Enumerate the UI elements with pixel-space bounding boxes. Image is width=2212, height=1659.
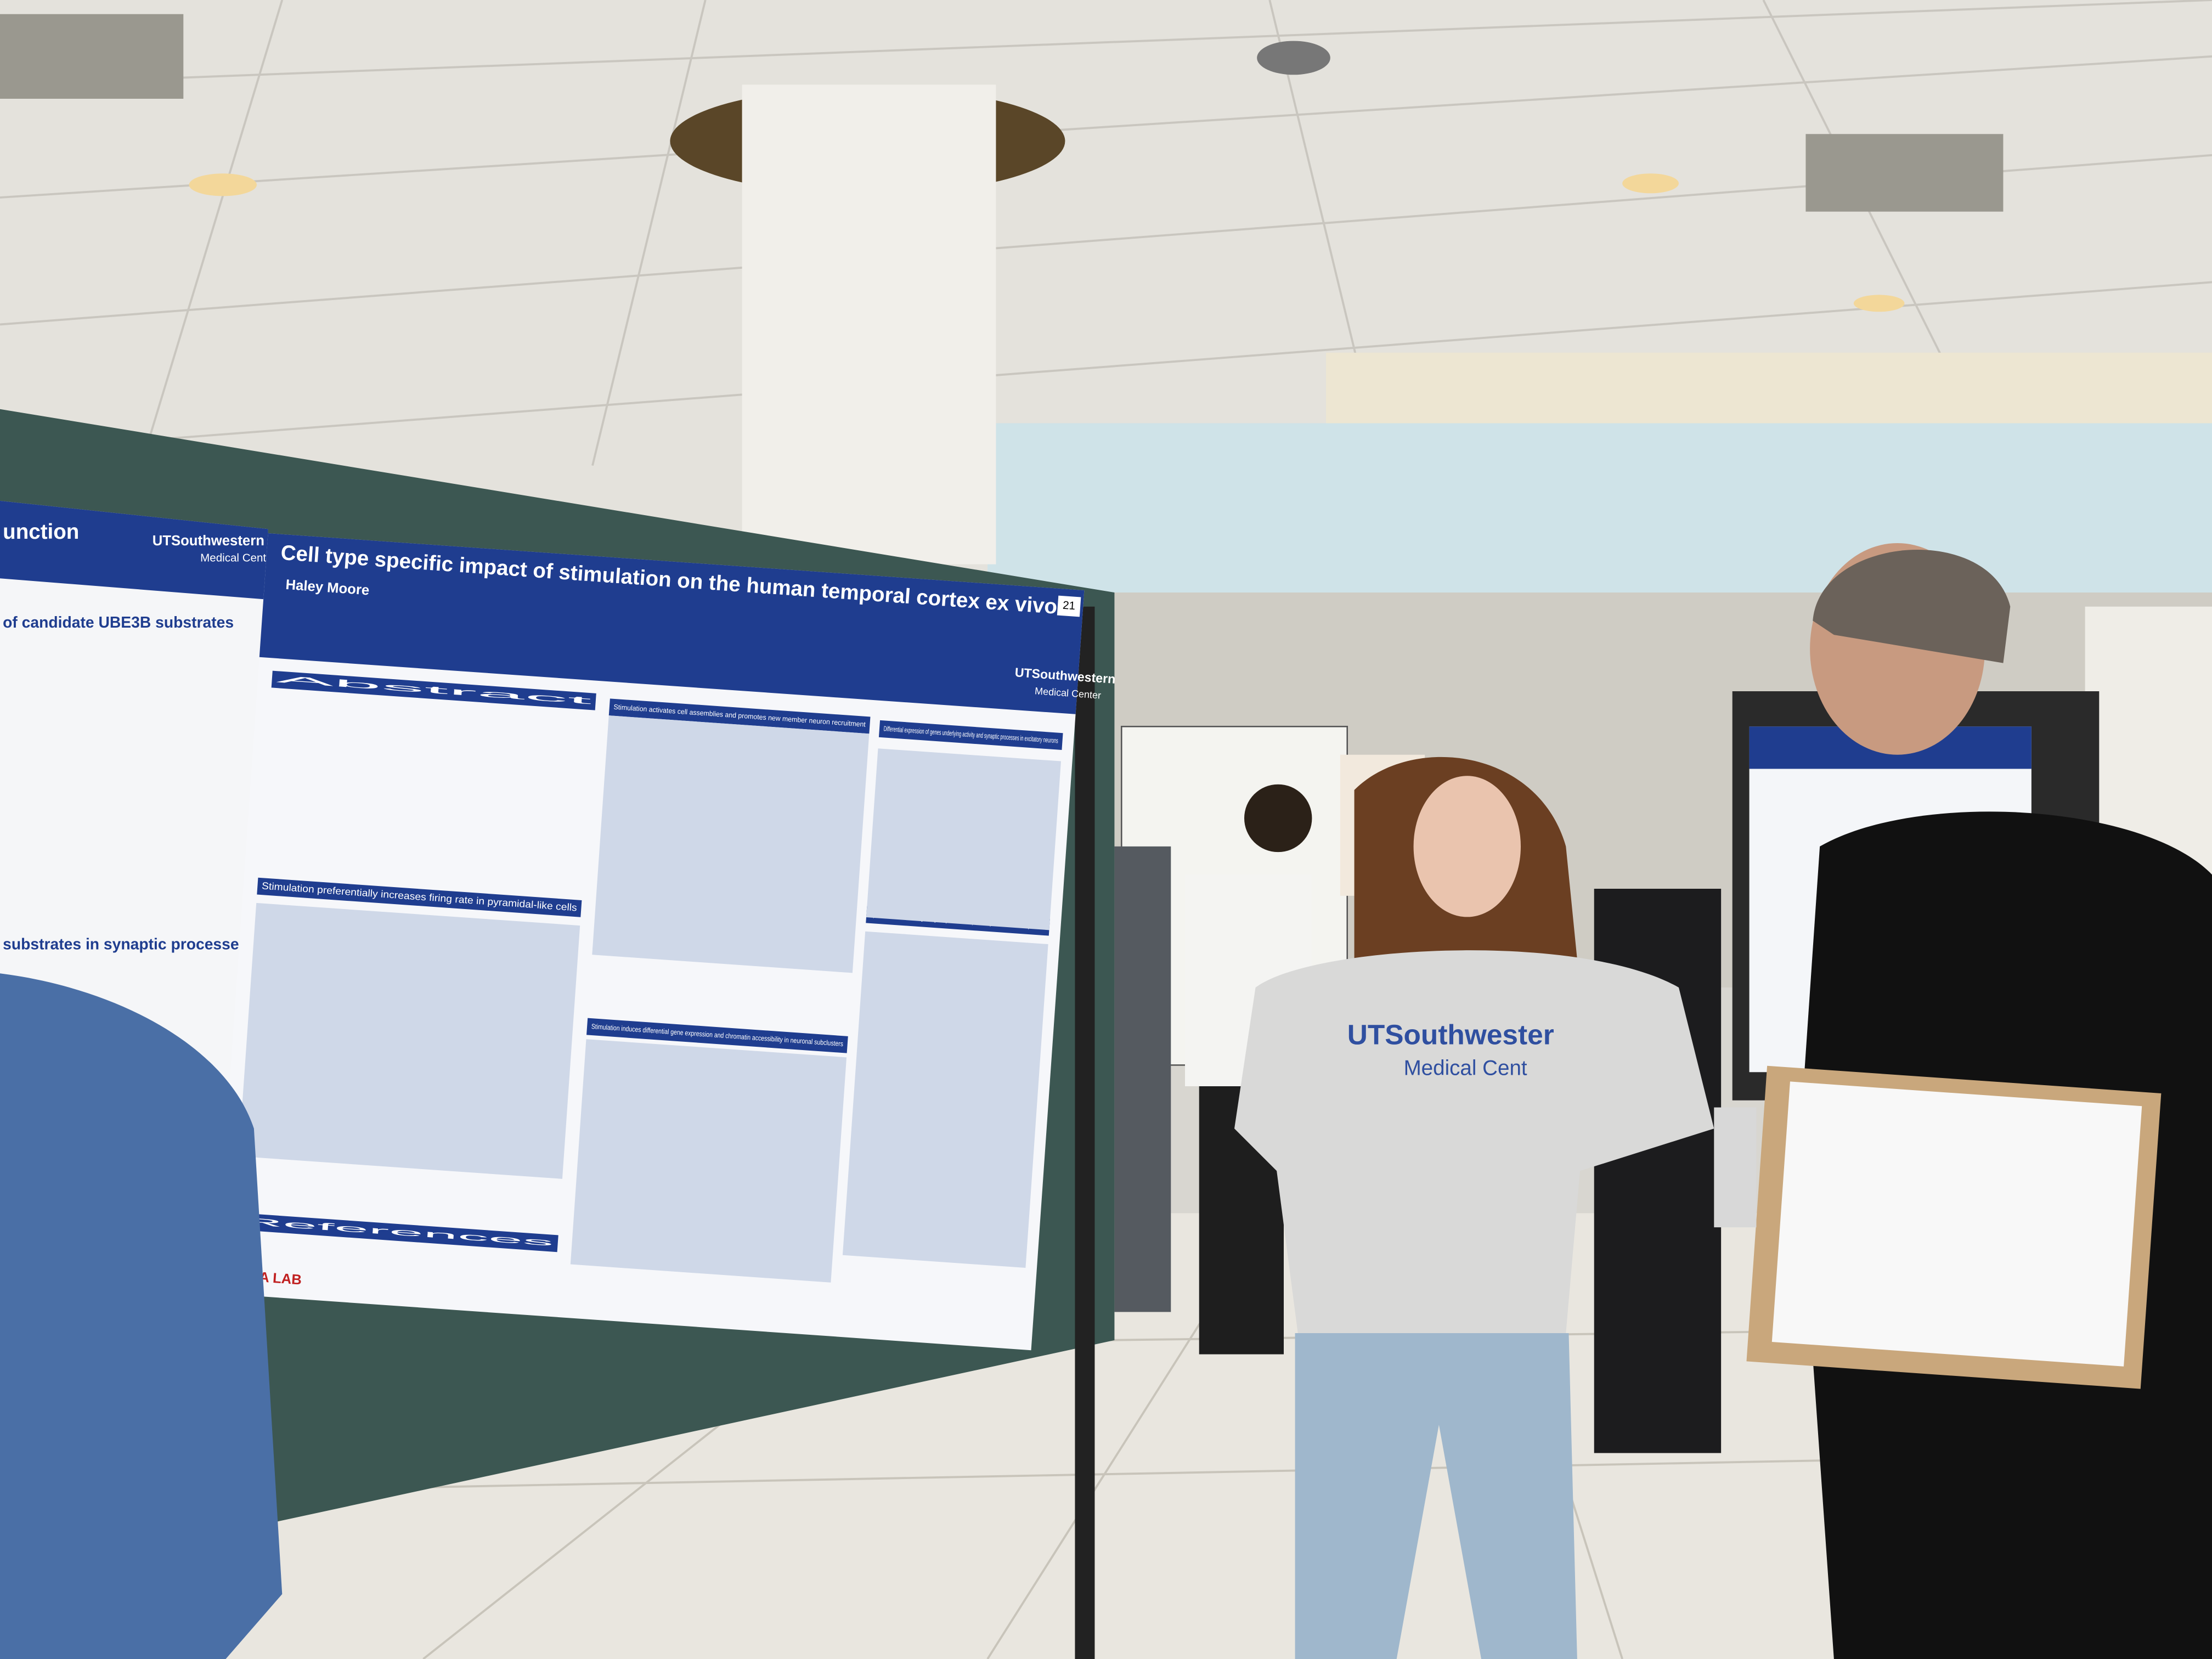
ceiling-light bbox=[1257, 41, 1330, 75]
poster-number: 21 bbox=[1062, 599, 1075, 613]
sweatshirt-logo: UTSouthwester bbox=[1347, 1019, 1554, 1051]
vent bbox=[1805, 134, 2004, 212]
ceiling-light bbox=[1853, 295, 1905, 312]
pillar bbox=[742, 84, 996, 565]
section-header bbox=[608, 698, 871, 734]
paper bbox=[1771, 1081, 2142, 1367]
left-poster-header bbox=[0, 500, 268, 600]
section-header bbox=[233, 1212, 558, 1252]
face bbox=[1413, 776, 1521, 917]
section-header bbox=[257, 877, 582, 917]
hair bbox=[1813, 550, 2011, 663]
poster-figures bbox=[238, 715, 1061, 1283]
ceiling-grid bbox=[0, 0, 2212, 466]
ceiling-light bbox=[1622, 173, 1679, 194]
left-poster-title: unction bbox=[3, 520, 79, 544]
left-poster-logo-sub: Medical Center bbox=[200, 552, 276, 565]
sweatshirt-logo-sub: Medical Cent bbox=[1404, 1056, 1527, 1080]
main-poster: Cell type specific impact of stimulation… bbox=[215, 533, 1116, 1351]
section-header bbox=[878, 720, 1063, 751]
person-background bbox=[1114, 846, 1171, 1312]
left-poster-heading: of candidate UBE3B substrates bbox=[3, 613, 234, 631]
vent bbox=[0, 14, 184, 99]
ceiling-light bbox=[189, 173, 257, 196]
person-left bbox=[0, 973, 283, 1659]
left-poster-heading: substrates in synaptic processes bbox=[3, 935, 247, 952]
head bbox=[1244, 784, 1312, 853]
sweatshirt bbox=[1234, 950, 1714, 1333]
section-header bbox=[586, 1018, 848, 1053]
poster-header bbox=[259, 533, 1085, 714]
can bbox=[1714, 1107, 1757, 1228]
left-poster-logo: UTSouthwestern bbox=[153, 533, 264, 549]
poster-number-tag bbox=[1057, 595, 1081, 617]
section-header bbox=[271, 670, 596, 710]
board-stand bbox=[1075, 606, 1095, 1659]
jeans bbox=[1295, 1333, 1577, 1659]
